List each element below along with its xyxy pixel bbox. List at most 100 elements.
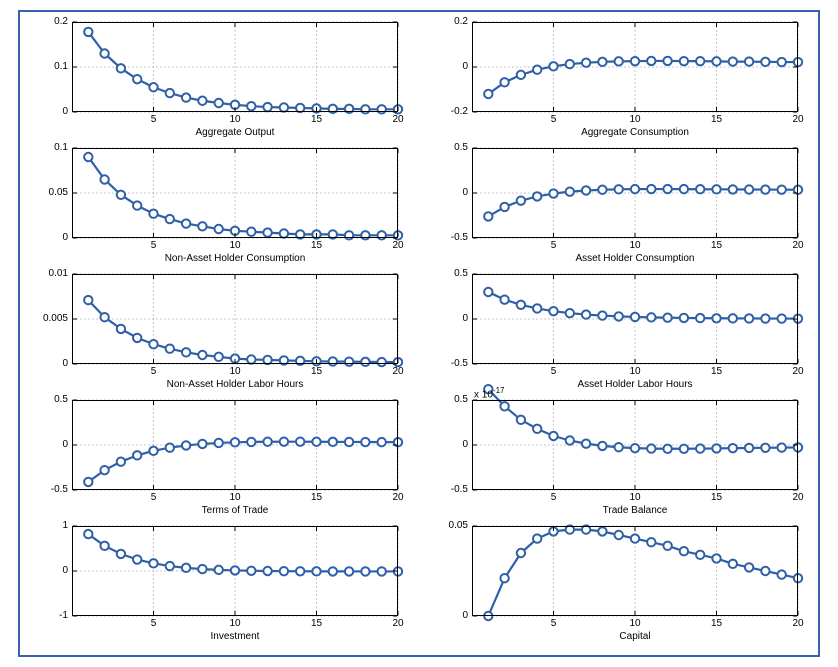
xtick-label: 20 bbox=[783, 492, 813, 503]
series-marker bbox=[247, 355, 255, 363]
series-marker bbox=[533, 534, 541, 542]
series-marker bbox=[712, 185, 720, 193]
chart-xlabel: Asset Holder Consumption bbox=[472, 253, 798, 264]
xtick-label: 20 bbox=[383, 114, 413, 125]
series-marker bbox=[761, 567, 769, 575]
chart-panel: 00.0050.015101520Non-Asset Holder Labor … bbox=[72, 274, 398, 364]
series-marker bbox=[712, 554, 720, 562]
xtick-label: 5 bbox=[139, 366, 169, 377]
series-marker bbox=[345, 567, 353, 575]
series-marker bbox=[345, 357, 353, 365]
xtick-label: 10 bbox=[620, 618, 650, 629]
ytick-label: 0.05 bbox=[18, 187, 68, 198]
plot-area bbox=[72, 148, 398, 238]
chart-panel: 00.050.15101520Non-Asset Holder Consumpt… bbox=[72, 148, 398, 238]
chart-xlabel: Aggregate Output bbox=[72, 127, 398, 138]
series-marker bbox=[533, 66, 541, 74]
series-marker bbox=[198, 565, 206, 573]
ytick-label: 0.01 bbox=[18, 268, 68, 279]
chart-xlabel: Investment bbox=[72, 631, 398, 642]
series-marker bbox=[296, 104, 304, 112]
series-marker bbox=[745, 314, 753, 322]
series-marker bbox=[231, 438, 239, 446]
ytick-label: 0.05 bbox=[418, 520, 468, 531]
plot-area bbox=[472, 526, 798, 616]
ytick-label: -0.5 bbox=[418, 232, 468, 243]
ytick-label: 0 bbox=[18, 106, 68, 117]
series-marker bbox=[631, 534, 639, 542]
series-marker bbox=[549, 432, 557, 440]
series-marker bbox=[166, 562, 174, 570]
series-marker bbox=[84, 28, 92, 36]
series-marker bbox=[761, 58, 769, 66]
series-marker bbox=[198, 97, 206, 105]
chart-xlabel: Terms of Trade bbox=[72, 505, 398, 516]
series-marker bbox=[500, 402, 508, 410]
series-marker bbox=[215, 439, 223, 447]
series-marker bbox=[84, 153, 92, 161]
plot-area bbox=[72, 22, 398, 112]
ytick-label: 0.2 bbox=[18, 16, 68, 27]
figure-root: 00.10.25101520Aggregate Output-0.200.251… bbox=[0, 0, 838, 667]
xtick-label: 10 bbox=[220, 618, 250, 629]
series-marker bbox=[517, 71, 525, 79]
series-marker bbox=[182, 219, 190, 227]
series-marker bbox=[680, 314, 688, 322]
xtick-label: 20 bbox=[783, 366, 813, 377]
series-marker bbox=[263, 567, 271, 575]
xtick-label: 15 bbox=[302, 366, 332, 377]
series-marker bbox=[117, 550, 125, 558]
series-marker bbox=[133, 555, 141, 563]
series-marker bbox=[745, 563, 753, 571]
series-marker bbox=[361, 438, 369, 446]
series-marker bbox=[263, 438, 271, 446]
series-marker bbox=[745, 185, 753, 193]
series-marker bbox=[566, 309, 574, 317]
series-marker bbox=[247, 567, 255, 575]
series-marker bbox=[263, 356, 271, 364]
xtick-label: 20 bbox=[383, 492, 413, 503]
xtick-label: 20 bbox=[783, 114, 813, 125]
plot-area bbox=[472, 400, 798, 490]
series-marker bbox=[517, 416, 525, 424]
ytick-label: 0.5 bbox=[18, 394, 68, 405]
ytick-label: 0 bbox=[18, 358, 68, 369]
axis-exponent-sup: -17 bbox=[493, 386, 505, 395]
series-marker bbox=[133, 451, 141, 459]
xtick-label: 5 bbox=[139, 240, 169, 251]
series-marker bbox=[198, 351, 206, 359]
series-marker bbox=[100, 49, 108, 57]
series-marker bbox=[100, 175, 108, 183]
series-marker bbox=[729, 57, 737, 65]
series-marker bbox=[680, 185, 688, 193]
series-marker bbox=[149, 447, 157, 455]
series-marker bbox=[231, 566, 239, 574]
chart-panel: -0.500.55101520Trade Balancex 10-17 bbox=[472, 400, 798, 490]
ytick-label: 0 bbox=[18, 439, 68, 450]
series-marker bbox=[247, 438, 255, 446]
ytick-label: -0.5 bbox=[418, 484, 468, 495]
series-marker bbox=[696, 444, 704, 452]
series-marker bbox=[549, 307, 557, 315]
xtick-label: 10 bbox=[220, 366, 250, 377]
axis-exponent-base: x 10 bbox=[474, 389, 493, 400]
series-marker bbox=[133, 75, 141, 83]
ytick-label: 0 bbox=[18, 232, 68, 243]
xtick-label: 10 bbox=[620, 240, 650, 251]
series-marker bbox=[582, 439, 590, 447]
series-marker bbox=[361, 231, 369, 239]
chart-xlabel: Trade Balance bbox=[472, 505, 798, 516]
series-marker bbox=[100, 313, 108, 321]
chart-panel: -0.500.55101520Asset Holder Consumption bbox=[472, 148, 798, 238]
series-marker bbox=[100, 542, 108, 550]
xtick-label: 5 bbox=[539, 240, 569, 251]
series-marker bbox=[84, 530, 92, 538]
series-marker bbox=[329, 357, 337, 365]
series-marker bbox=[361, 567, 369, 575]
series-marker bbox=[247, 102, 255, 110]
series-marker bbox=[84, 478, 92, 486]
chart-xlabel: Aggregate Consumption bbox=[472, 127, 798, 138]
chart-panel: -1015101520Investment bbox=[72, 526, 398, 616]
series-marker bbox=[696, 314, 704, 322]
series-marker bbox=[296, 567, 304, 575]
